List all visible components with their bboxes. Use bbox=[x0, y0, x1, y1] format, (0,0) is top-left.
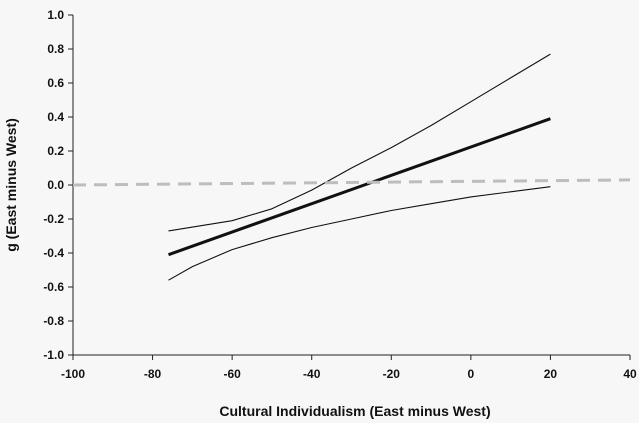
regression-line-series bbox=[167, 117, 551, 257]
lower-confidence-band-series bbox=[168, 186, 551, 281]
x-tick-label: -40 bbox=[303, 367, 321, 381]
x-tick-label: -20 bbox=[383, 367, 401, 381]
series-layer bbox=[72, 53, 631, 281]
tick-labels: -1.0 -0.8 -0.6 -0.4 -0.2 0.0 0.2 0.4 0.6 0.8 1.0 -1… bbox=[43, 8, 637, 381]
y-tick-label: 0.2 bbox=[47, 144, 64, 158]
x-tick-label: -80 bbox=[144, 367, 162, 381]
x-tick-label: -100 bbox=[61, 367, 85, 381]
y-tick-label: 0.0 bbox=[47, 178, 64, 192]
x-tick-label: -60 bbox=[223, 367, 241, 381]
y-tick-label: -0.8 bbox=[43, 314, 64, 328]
x-tick-label: 40 bbox=[623, 367, 637, 381]
y-tick-label: 1.0 bbox=[47, 8, 64, 22]
x-axis-title: Cultural Individualism (East minus West) bbox=[219, 403, 490, 419]
y-tick-label: 0.8 bbox=[47, 42, 64, 56]
y-axis-title: g (East minus West) bbox=[3, 118, 19, 252]
y-tick-label: -0.6 bbox=[43, 280, 64, 294]
y-tick-label: 0.6 bbox=[47, 76, 64, 90]
y-tick-label: 0.4 bbox=[47, 110, 64, 124]
x-tick-label: 0 bbox=[468, 367, 475, 381]
reference-line-series bbox=[72, 178, 631, 187]
y-tick-label: -0.2 bbox=[43, 212, 64, 226]
y-tick-label: -0.4 bbox=[43, 246, 64, 260]
y-tick-label: -1.0 bbox=[43, 348, 64, 362]
x-tick-label: 20 bbox=[544, 367, 558, 381]
upper-confidence-band-series bbox=[168, 53, 551, 232]
